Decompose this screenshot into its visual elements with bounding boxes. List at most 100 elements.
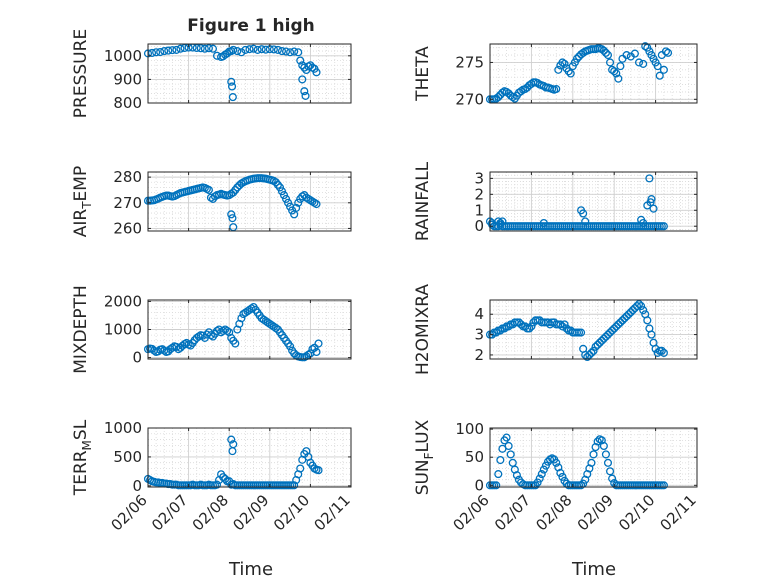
y-tick-label: 500 xyxy=(113,448,142,466)
data-point xyxy=(500,324,509,333)
y-tick-label: 3 xyxy=(474,169,484,187)
data-point xyxy=(253,45,262,54)
data-point xyxy=(168,46,177,55)
y-tick-label: 100 xyxy=(455,420,484,438)
data-point xyxy=(204,185,213,195)
data-point xyxy=(601,450,610,459)
data-point xyxy=(603,51,613,60)
subplot-air_temp: 260 270 280 AIRTEMP xyxy=(71,166,352,237)
data-point xyxy=(300,87,309,96)
data-point xyxy=(533,478,542,487)
y-tick-label: 270 xyxy=(113,194,142,212)
data-point xyxy=(504,441,513,451)
data-point xyxy=(496,326,505,335)
data-point xyxy=(552,84,561,94)
data-point xyxy=(219,473,228,482)
data-point xyxy=(245,45,254,54)
data-point xyxy=(292,203,301,212)
data-point xyxy=(160,47,169,56)
data-point xyxy=(525,324,534,333)
data-point xyxy=(314,466,323,475)
data-point xyxy=(273,45,282,54)
data-point xyxy=(212,51,222,60)
data-point xyxy=(639,306,648,315)
data-point xyxy=(229,45,238,54)
data-point xyxy=(649,204,658,213)
data-point xyxy=(192,43,201,53)
x-tick-label: 02/06 xyxy=(450,491,493,534)
data-point xyxy=(646,198,655,207)
data-point xyxy=(277,47,287,56)
data-point xyxy=(572,54,581,63)
data-point xyxy=(599,46,608,55)
data-point xyxy=(606,467,615,476)
grid xyxy=(489,300,698,359)
data-point xyxy=(612,69,621,78)
data-point xyxy=(516,320,526,329)
data-point xyxy=(212,480,222,489)
data-point xyxy=(206,331,215,340)
data-point xyxy=(228,93,237,102)
y-axis-label: RAINFALL xyxy=(413,161,433,241)
x-tick-label: 02/08 xyxy=(189,491,232,534)
y-tick-label: 2 xyxy=(474,185,484,203)
data-point xyxy=(579,48,588,57)
data-point xyxy=(494,217,503,226)
data-point xyxy=(632,302,642,311)
data-point xyxy=(281,47,291,56)
data-point xyxy=(612,322,621,331)
data-point xyxy=(492,328,501,337)
subplot-h2omixra: 2 3 4 H2OMIXRA xyxy=(413,284,698,375)
data-point xyxy=(494,470,503,479)
x-tick-label: 02/09 xyxy=(574,491,617,534)
data-point xyxy=(494,93,503,102)
data-point xyxy=(634,300,644,309)
data-point xyxy=(271,324,280,333)
plot-area xyxy=(148,172,351,231)
data-point xyxy=(637,302,646,311)
axes-box xyxy=(147,171,352,232)
data-point xyxy=(622,51,631,60)
data-point xyxy=(541,461,550,470)
data-point xyxy=(539,218,548,228)
data-point xyxy=(661,47,670,56)
data-point xyxy=(298,75,307,84)
data-point xyxy=(614,74,623,83)
data-point xyxy=(599,441,608,451)
data-point xyxy=(606,328,615,337)
data-point xyxy=(655,71,664,80)
data-point xyxy=(212,326,222,335)
plot-area xyxy=(490,172,697,231)
x-axis-label-right: Time xyxy=(571,559,616,580)
data-point xyxy=(579,209,588,218)
data-point xyxy=(556,468,565,478)
data-point xyxy=(227,77,236,86)
data-point xyxy=(643,316,652,325)
data-point xyxy=(608,474,617,483)
data-point xyxy=(657,346,666,355)
data-point xyxy=(496,455,505,465)
data-point xyxy=(641,42,650,51)
data-point xyxy=(603,458,613,467)
data-point xyxy=(512,471,521,480)
y-tick-label: 270 xyxy=(455,90,484,108)
data-point xyxy=(556,320,565,329)
data-point xyxy=(558,472,567,481)
data-point xyxy=(164,46,173,55)
data-point xyxy=(249,44,258,53)
y-axis-label: SUNFLUX xyxy=(413,419,436,495)
y-tick-label: 2 xyxy=(474,346,484,364)
data-point xyxy=(659,65,668,74)
data-point xyxy=(558,322,567,331)
data-point xyxy=(610,67,619,76)
x-tick-label: 02/10 xyxy=(270,491,313,534)
data-point xyxy=(527,322,536,331)
data-point xyxy=(286,48,295,57)
subplot-pressure: 800 900 1000 PRESSURE xyxy=(71,29,352,118)
data-point xyxy=(294,198,303,207)
data-point xyxy=(581,217,590,226)
data-point xyxy=(616,62,625,71)
y-tick-label: 280 xyxy=(113,168,142,186)
data-point xyxy=(281,194,291,203)
series-markers xyxy=(143,435,323,490)
